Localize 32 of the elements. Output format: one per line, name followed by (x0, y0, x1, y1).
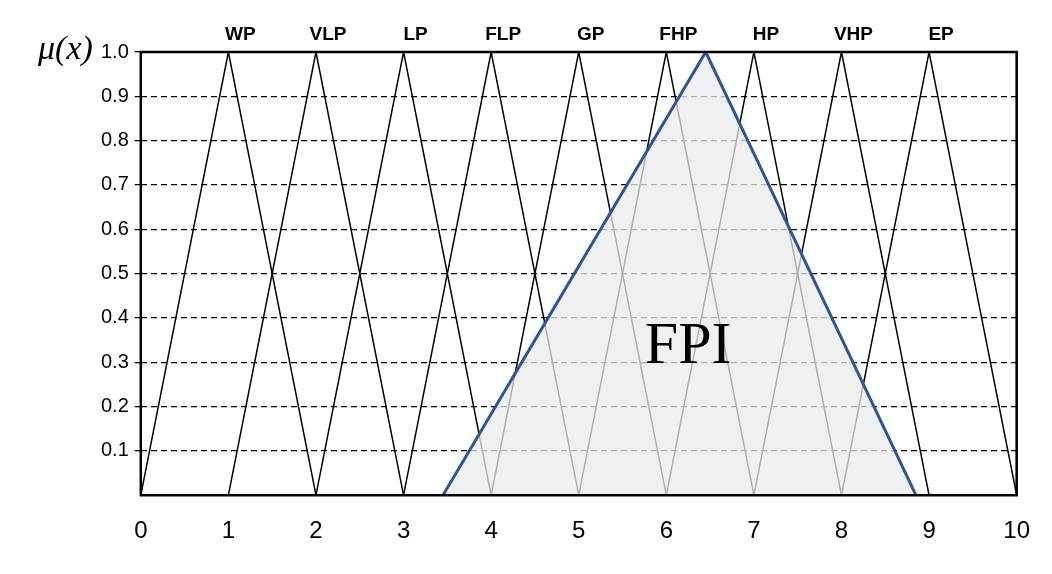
x-tick-label: 8 (834, 516, 849, 544)
y-tick-label: 0.9 (100, 83, 129, 106)
y-tick-label: 0.8 (100, 128, 129, 151)
x-tick-label: 7 (747, 516, 761, 544)
series-label: FLP (485, 22, 522, 44)
series-label: FPI (644, 310, 732, 377)
series-label: EP (928, 22, 955, 44)
series-label: WP (225, 22, 257, 44)
series-label: LP (403, 22, 429, 44)
x-tick-label: 6 (659, 516, 673, 544)
x-tick-label: 10 (1003, 516, 1030, 544)
x-tick-label: 5 (572, 516, 586, 544)
x-tick-label: 3 (396, 516, 411, 544)
y-tick-label: 0.6 (100, 216, 129, 239)
series-label: HP (752, 22, 780, 44)
series-label: FHP (659, 22, 698, 44)
y-tick-label: 0.2 (100, 394, 129, 417)
series-label: GP (577, 22, 605, 44)
y-tick-label: 1.0 (100, 39, 129, 62)
x-tick-label: 9 (922, 516, 936, 544)
y-tick-label: 0.3 (100, 349, 129, 372)
x-tick-label: 0 (134, 516, 148, 544)
x-tick-label: 2 (309, 516, 323, 544)
y-tick-label: 0.5 (100, 261, 129, 284)
series-label: VLP (309, 22, 347, 44)
x-tick-label: 4 (484, 516, 498, 544)
y-tick-label: 0.7 (100, 172, 129, 195)
series-label: VHP (833, 22, 874, 44)
y-tick-label: 0.4 (100, 305, 129, 328)
x-tick-label: 1 (221, 516, 236, 544)
y-axis-title: μ(x) (36, 28, 93, 67)
y-tick-label: 0.1 (100, 438, 129, 461)
